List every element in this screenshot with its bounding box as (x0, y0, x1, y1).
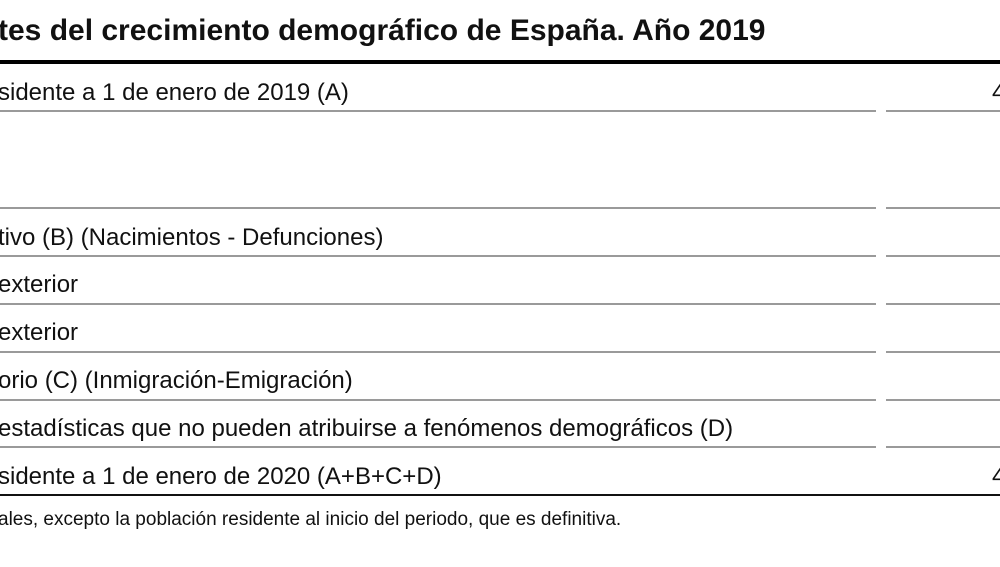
row-divider (886, 303, 1000, 305)
row-divider (886, 351, 1000, 353)
title-divider (0, 60, 1000, 64)
row-divider (886, 255, 1000, 257)
row-divider (886, 207, 1000, 209)
row-value-population-2019: 4 (992, 79, 1000, 106)
row-divider (886, 399, 1000, 401)
row-label-migration-balance: orio (C) (Inmigración-Emigración) (0, 367, 353, 394)
footnote: ales, excepto la población residente al … (0, 509, 622, 530)
row-divider (886, 110, 1000, 112)
row-label-natural-balance: tivo (B) (Nacimientos - Defunciones) (0, 224, 384, 251)
row-divider (0, 207, 876, 209)
table-title: tes del crecimiento demográfico de Españ… (0, 14, 766, 47)
row-divider (0, 351, 876, 353)
row-label-exterior-1: exterior (0, 271, 79, 298)
table-bottom-rule (0, 494, 1000, 496)
row-divider (0, 303, 876, 305)
row-value-population-2020: 4 (992, 463, 1000, 490)
row-label-population-2020: sidente a 1 de enero de 2020 (A+B+C+D) (0, 463, 442, 490)
row-divider (0, 110, 876, 112)
row-label-population-2019: sidente a 1 de enero de 2019 (A) (0, 79, 349, 106)
row-label-statistical-adjustments: estadísticas que no pueden atribuirse a … (0, 415, 734, 442)
row-divider (886, 446, 1000, 448)
row-label-exterior-2: exterior (0, 319, 79, 346)
row-divider (0, 255, 876, 257)
row-divider (0, 399, 876, 401)
row-divider (0, 446, 876, 448)
